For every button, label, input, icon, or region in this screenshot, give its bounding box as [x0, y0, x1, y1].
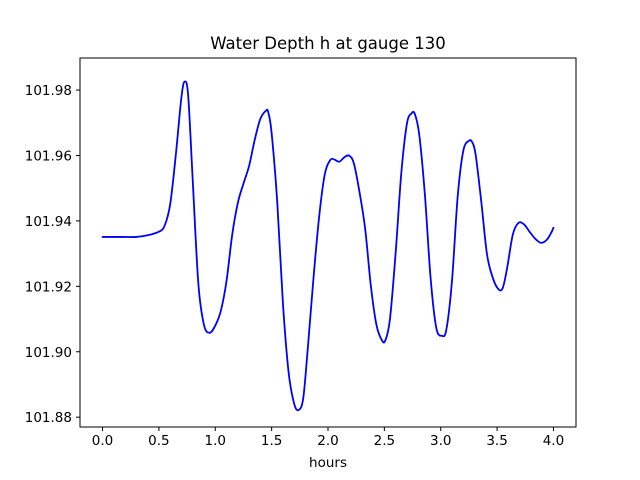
x-tick-label: 2.5 [374, 433, 395, 449]
x-tick-label: 1.0 [205, 433, 226, 449]
x-tick-label: 2.0 [317, 433, 338, 449]
x-tick-label: 3.0 [430, 433, 451, 449]
y-tick-label: 101.92 [25, 279, 72, 295]
x-tick-label: 4.0 [543, 433, 564, 449]
y-tick-label: 101.98 [25, 83, 72, 99]
x-tick-label: 1.5 [261, 433, 282, 449]
x-axis-label: hours [309, 455, 347, 471]
plot-frame [79, 57, 577, 428]
series-line [101, 80, 555, 412]
x-axis: 0.0 0.5 1.0 1.5 2.0 2.5 3.0 3.5 4.0 [92, 427, 564, 449]
x-tick-label: 0.0 [92, 433, 113, 449]
y-axis: 101.88 101.90 101.92 101.94 101.96 101.98 [25, 83, 80, 426]
x-tick-label: 3.5 [486, 433, 507, 449]
series-layer [101, 80, 555, 412]
y-tick-label: 101.88 [25, 410, 72, 426]
y-tick-label: 101.96 [25, 148, 72, 164]
plot-area [80, 58, 576, 427]
y-tick-label: 101.90 [25, 345, 72, 361]
x-tick-label: 0.5 [148, 433, 169, 449]
chart-title: Water Depth h at gauge 130 [210, 34, 445, 53]
y-tick-label: 101.94 [25, 214, 72, 230]
